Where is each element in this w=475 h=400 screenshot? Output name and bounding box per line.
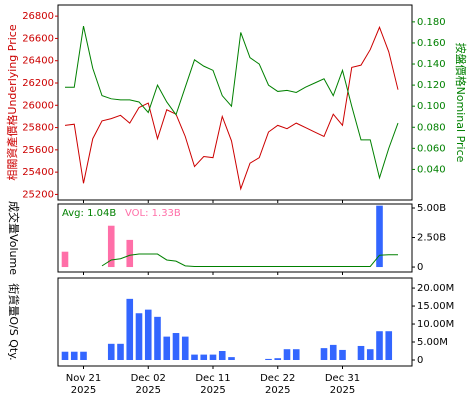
y-tick-label: 26200 — [22, 78, 54, 89]
bar — [218, 351, 226, 360]
bar — [209, 354, 217, 360]
bar — [70, 351, 78, 360]
bar — [274, 358, 282, 360]
bar — [172, 333, 180, 360]
bar — [107, 225, 115, 268]
y-tick-label: 5.00M — [417, 337, 448, 348]
bar — [376, 205, 383, 268]
bar — [292, 349, 300, 360]
y-tick-label: 0.120 — [417, 80, 446, 91]
y-tick-label: 0.160 — [417, 38, 446, 49]
bar — [144, 309, 152, 360]
qty-frame — [57, 277, 413, 367]
bar — [200, 354, 208, 360]
y-tick-label: 26400 — [22, 56, 54, 67]
vol-label: VOL: 1.33B — [125, 208, 181, 219]
bar — [339, 349, 346, 360]
y-tick-label: 26800 — [22, 11, 54, 22]
price-line — [64, 25, 399, 191]
y-axis-label: 成交量Volume — [7, 201, 21, 275]
bar — [376, 331, 383, 360]
x-tick-label: 2025 — [330, 385, 355, 396]
x-tick-label: 2025 — [200, 385, 225, 396]
bar — [283, 349, 291, 360]
bar — [61, 351, 69, 360]
bar — [265, 358, 272, 360]
y-tick-label: 0 — [417, 262, 423, 273]
bar — [163, 336, 171, 360]
x-tick-label: Dec 11 — [195, 373, 230, 384]
y-axis-label: 街貨量O/S Qty. — [7, 283, 21, 360]
x-tick-label: Nov 21 — [66, 373, 101, 384]
bar — [154, 316, 161, 360]
y-tick-label: 20.00M — [417, 283, 454, 294]
y-tick-label: 25200 — [22, 189, 54, 200]
y-tick-label: 0.100 — [417, 101, 446, 112]
y2-axis-label: 按盤價格Nominal Price — [454, 43, 468, 163]
y-tick-label: 10.00M — [417, 319, 454, 330]
bar — [135, 313, 143, 360]
bar — [191, 354, 198, 360]
y-tick-label: 0 — [417, 355, 423, 366]
bar — [126, 298, 134, 360]
y-tick-label: 5.00B — [417, 203, 446, 214]
y-tick-label: 15.00M — [417, 301, 454, 312]
bar — [385, 331, 393, 360]
bar — [80, 351, 87, 360]
y-tick-label: 25800 — [22, 123, 54, 134]
y-tick-label: 0.040 — [417, 164, 446, 175]
y-axis-label: 相關資產價格Underlying Price — [5, 24, 19, 180]
bar — [181, 336, 189, 360]
y-tick-label: 0.180 — [417, 17, 446, 28]
bar — [329, 344, 337, 360]
bar — [320, 348, 328, 360]
y-tick-label: 26000 — [22, 100, 54, 111]
bar — [107, 343, 115, 360]
y-tick-label: 25400 — [22, 167, 54, 178]
bar — [117, 343, 124, 360]
x-tick-label: 2025 — [136, 385, 161, 396]
price-line — [65, 25, 399, 180]
x-tick-label: Dec 31 — [325, 373, 360, 384]
bar — [61, 251, 69, 268]
y-tick-label: 0.080 — [417, 122, 446, 133]
x-tick-label: Dec 02 — [131, 373, 166, 384]
bar — [228, 357, 235, 360]
avg-label: Avg: 1.04B — [62, 208, 116, 219]
y-tick-label: 25600 — [22, 145, 54, 156]
y-tick-label: 0.060 — [417, 143, 446, 154]
x-tick-label: 2025 — [71, 385, 96, 396]
x-tick-label: Dec 22 — [260, 373, 295, 384]
bar — [357, 345, 365, 360]
bar — [366, 349, 374, 360]
bar — [126, 239, 134, 268]
y-tick-label: 2.50B — [417, 233, 446, 244]
y-tick-label: 0.140 — [417, 59, 446, 70]
y-tick-label: 26600 — [22, 33, 54, 44]
price-frame — [57, 4, 413, 201]
avg-line — [101, 253, 398, 267]
x-tick-label: 2025 — [265, 385, 290, 396]
